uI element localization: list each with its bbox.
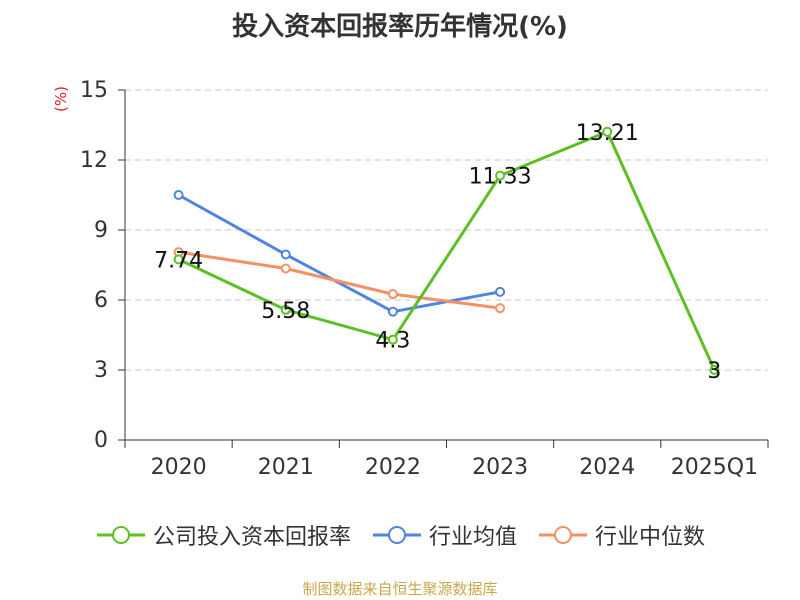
point-industry_avg-2021	[280, 249, 291, 260]
y-tick-label-6: 6	[94, 288, 108, 313]
point-industry_avg-2020	[173, 190, 184, 200]
point-company-2022	[387, 334, 398, 345]
chart-title: 投入资本回报率历年情况(%)	[232, 12, 568, 42]
data-label-2021: 5.58	[261, 299, 310, 324]
point-company-2023	[495, 170, 506, 181]
y-tick-label-15: 15	[80, 78, 108, 103]
point-industry_avg-2022	[387, 306, 398, 317]
point-industry_median-2021	[280, 263, 291, 274]
axes: 0 3 6 9 12 15 2020 2021 2022 2023 2024 2025Q1	[80, 78, 769, 480]
legend-label-industry-median: 行业中位数	[595, 525, 706, 550]
y-tick-label-0: 0	[94, 428, 108, 453]
point-company-2025Q1	[709, 365, 720, 375]
point-industry_median-2023	[495, 303, 506, 314]
series-line-company	[177, 130, 716, 371]
data-labels: 7.74 5.58 4.3 11.33 13.21 3	[154, 121, 721, 384]
data-label-2023: 11.33	[469, 165, 532, 190]
x-tick-label-2022: 2022	[365, 455, 421, 480]
point-company-2021	[280, 304, 291, 315]
legend-industry-avg-marker-icon	[372, 526, 421, 544]
series-line-industry_median	[178, 250, 501, 310]
point-company-2020	[173, 254, 184, 265]
legend-item-company[interactable]: 公司投入资本回报率	[95, 519, 351, 551]
point-company-2024	[602, 126, 613, 137]
legend: 公司投入资本回报率 行业均值 行业中位数	[0, 519, 800, 551]
gridlines	[125, 89, 768, 371]
legend-label-company: 公司投入资本回报率	[152, 525, 351, 550]
data-source-note: 制图数据来自恒生聚源数据库	[302, 580, 498, 598]
legend-company-marker-icon	[96, 526, 145, 544]
y-tick-label-9: 9	[94, 218, 108, 243]
point-industry_median-2022	[387, 289, 398, 300]
x-tick-label-2025Q1: 2025Q1	[671, 455, 758, 480]
legend-item-industry-median[interactable]: 行业中位数	[537, 519, 705, 551]
series-lines	[173, 126, 720, 375]
x-tick-label-2020: 2020	[151, 455, 207, 480]
legend-label-industry-avg: 行业均值	[428, 525, 517, 550]
series-line-industry_avg	[177, 193, 501, 314]
point-industry_avg-2023	[495, 286, 506, 297]
data-label-2025Q1: 3	[707, 359, 721, 384]
legend-item-industry-avg[interactable]: 行业均值	[371, 519, 517, 551]
data-label-2020: 7.74	[154, 248, 203, 273]
y-tick-label-12: 12	[80, 148, 108, 173]
x-tick-label-2021: 2021	[258, 455, 314, 480]
x-tick-label-2023: 2023	[472, 455, 528, 480]
y-tick-label-3: 3	[94, 358, 108, 383]
legend-industry-median-marker-icon	[539, 526, 587, 544]
data-label-2024: 13.21	[576, 121, 639, 146]
data-label-2022: 4.3	[375, 329, 410, 354]
x-tick-label-2024: 2024	[579, 455, 635, 480]
